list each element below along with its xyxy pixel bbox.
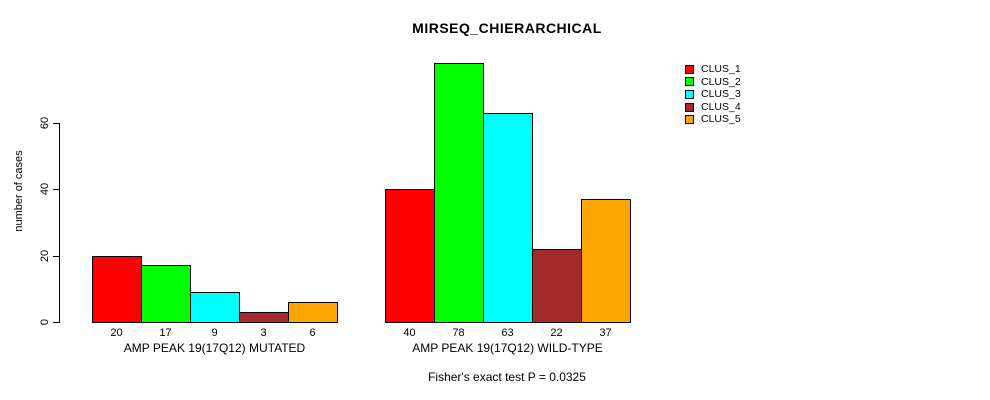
bar-value-label: 78 xyxy=(452,327,465,339)
category-label: AMP PEAK 19(17Q12) MUTATED xyxy=(123,341,306,355)
bar-value-label: 3 xyxy=(260,327,267,339)
bar-clus_2 xyxy=(141,265,191,323)
category-label: AMP PEAK 19(17Q12) WILD-TYPE xyxy=(412,341,603,355)
bar-value-label: 40 xyxy=(403,327,416,339)
y-tick-label: 0 xyxy=(39,318,51,326)
legend: CLUS_1 CLUS_2 CLUS_3 CLUS_4 CLUS_5 xyxy=(685,63,741,126)
bar-value-label: 37 xyxy=(599,327,612,339)
bar-value-label: 9 xyxy=(211,327,218,339)
legend-label: CLUS_5 xyxy=(701,113,741,126)
legend-item-clus_5: CLUS_5 xyxy=(685,113,741,126)
legend-swatch-icon xyxy=(685,64,694,74)
legend-item-clus_2: CLUS_2 xyxy=(685,76,741,89)
bar-value-label: 20 xyxy=(110,327,123,339)
legend-label: CLUS_1 xyxy=(701,63,741,76)
fisher-test-footnote: Fisher's exact test P = 0.0325 xyxy=(428,370,586,384)
chart-title: MIRSEQ_CHIERARCHICAL xyxy=(412,20,602,36)
legend-swatch-icon xyxy=(685,77,694,87)
bar-value-label: 63 xyxy=(501,327,514,339)
legend-swatch-icon xyxy=(685,102,694,112)
legend-label: CLUS_3 xyxy=(701,88,741,101)
y-tick-mark xyxy=(53,122,59,124)
y-axis-line xyxy=(59,122,60,323)
bar-clus_2 xyxy=(434,62,484,323)
legend-item-clus_1: CLUS_1 xyxy=(685,63,741,76)
bar-value-label: 6 xyxy=(309,327,316,339)
bar-clus_1 xyxy=(385,189,435,323)
y-tick-label: 60 xyxy=(39,116,51,129)
bar-clus_1 xyxy=(92,255,142,323)
y-tick-mark xyxy=(53,189,59,190)
legend-item-clus_3: CLUS_3 xyxy=(685,88,741,101)
legend-swatch-icon xyxy=(685,89,694,99)
y-tick-label: 20 xyxy=(39,249,51,262)
bar-value-label: 22 xyxy=(550,327,563,339)
bar-clus_5 xyxy=(581,198,631,323)
legend-label: CLUS_4 xyxy=(701,100,741,113)
bar-clus_5 xyxy=(288,302,338,323)
legend-swatch-icon xyxy=(685,115,694,125)
bar-clus_4 xyxy=(239,312,289,323)
bar-value-label: 17 xyxy=(159,327,172,339)
legend-item-clus_4: CLUS_4 xyxy=(685,101,741,114)
legend-label: CLUS_2 xyxy=(701,75,741,88)
y-tick-mark xyxy=(53,322,59,323)
y-axis-label: number of cases xyxy=(13,150,25,232)
y-tick-label: 40 xyxy=(39,182,51,196)
y-tick-mark xyxy=(53,255,59,257)
bar-clus_3 xyxy=(483,112,533,323)
bar-clus_4 xyxy=(532,248,582,323)
bar-clus_3 xyxy=(190,292,240,323)
